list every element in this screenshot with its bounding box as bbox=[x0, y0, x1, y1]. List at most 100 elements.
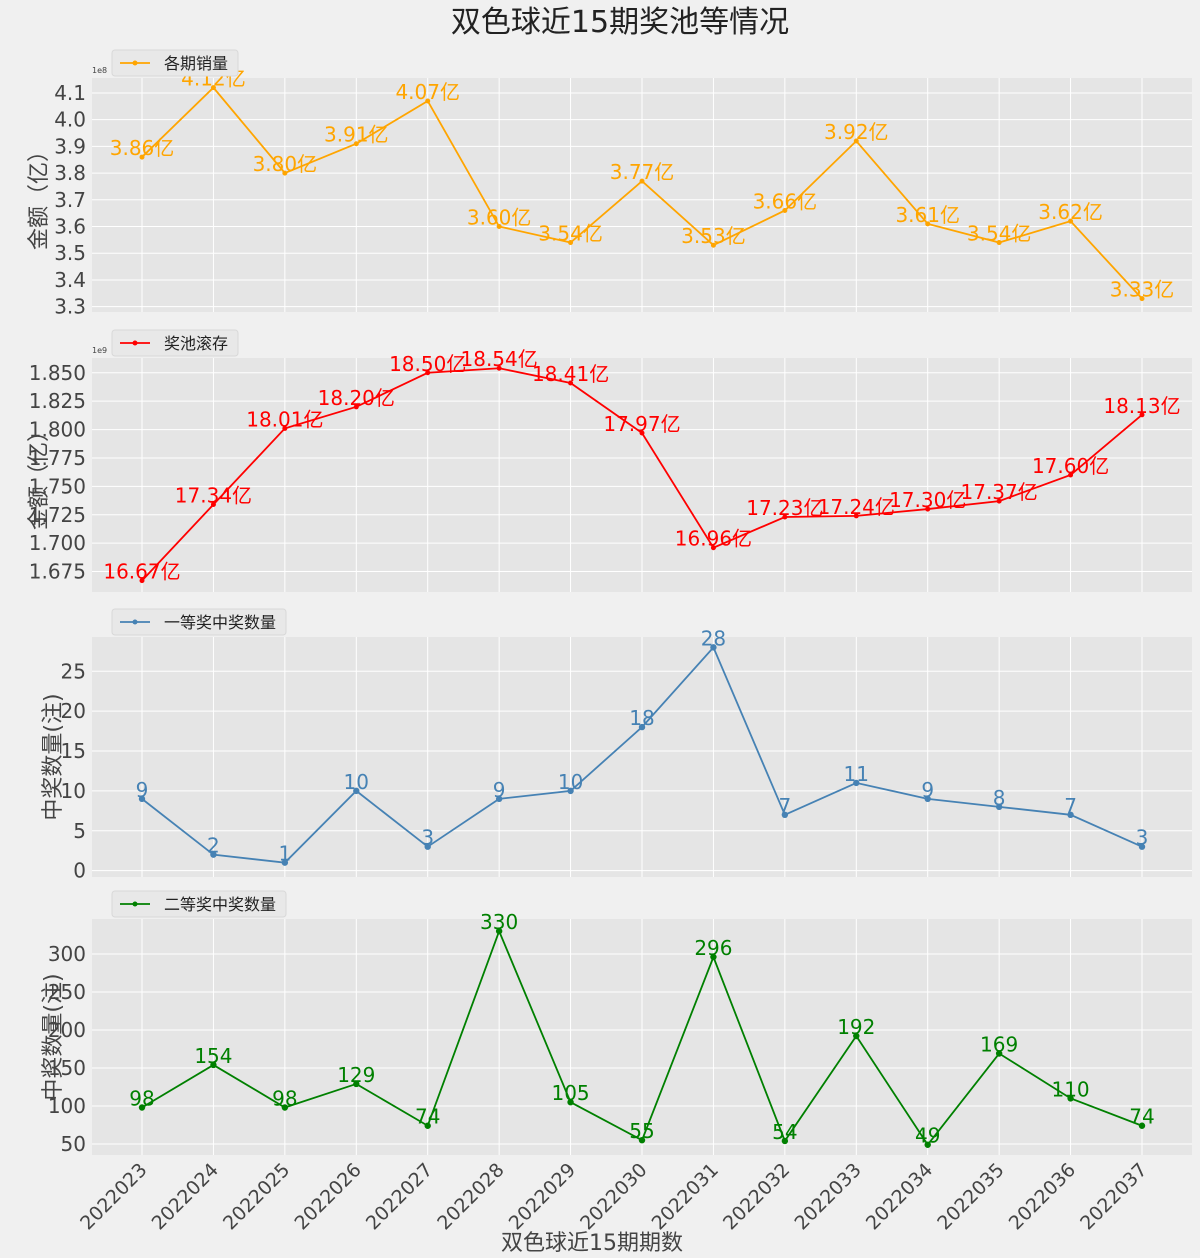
marker bbox=[353, 787, 360, 795]
x-tick-label: 2022024 bbox=[148, 1159, 223, 1234]
data-label: 3.80亿 bbox=[253, 152, 318, 176]
data-label: 18.41亿 bbox=[532, 362, 609, 386]
legend-box bbox=[111, 49, 239, 77]
legend-marker bbox=[132, 60, 138, 66]
x-tick-label: 2022031 bbox=[648, 1159, 723, 1234]
data-label: 74 bbox=[415, 1105, 440, 1129]
x-tick-label: 2022033 bbox=[790, 1159, 865, 1234]
marker bbox=[1138, 1122, 1146, 1129]
data-label: 9 bbox=[136, 778, 149, 802]
marker bbox=[710, 644, 717, 651]
x-tick-label: 2022026 bbox=[290, 1159, 365, 1234]
data-label: 296 bbox=[694, 936, 732, 960]
data-label: 105 bbox=[551, 1081, 589, 1105]
y-tick-label: 1.800 bbox=[29, 418, 86, 442]
data-label: 18.50亿 bbox=[389, 352, 466, 376]
data-label: 18.13亿 bbox=[1103, 394, 1180, 418]
y-tick-label: 100 bbox=[48, 1094, 86, 1118]
data-label: 9 bbox=[921, 778, 934, 802]
data-label: 1 bbox=[278, 842, 291, 866]
marker bbox=[853, 1032, 860, 1040]
data-label: 18.54亿 bbox=[461, 347, 538, 371]
y-tick-label: 1.675 bbox=[29, 560, 86, 584]
x-tick-label: 2022027 bbox=[362, 1159, 437, 1234]
marker bbox=[925, 506, 931, 512]
marker bbox=[210, 1061, 217, 1069]
marker bbox=[139, 578, 145, 584]
y-tick-label: 10 bbox=[61, 779, 86, 803]
y-tick-label: 1.825 bbox=[29, 389, 86, 413]
marker bbox=[1068, 472, 1074, 478]
marker bbox=[1068, 218, 1074, 224]
marker bbox=[782, 514, 788, 520]
legend-box bbox=[111, 329, 239, 357]
data-label: 17.34亿 bbox=[175, 484, 252, 508]
marker bbox=[995, 803, 1003, 811]
y-tick-label: 3.5 bbox=[54, 241, 86, 265]
data-label: 169 bbox=[980, 1033, 1018, 1057]
marker bbox=[353, 1080, 360, 1088]
x-tick-label: 2022035 bbox=[933, 1159, 1008, 1234]
y-tick-label: 3.3 bbox=[54, 295, 86, 319]
marker bbox=[496, 224, 502, 230]
y-tick-label: 25 bbox=[61, 659, 86, 683]
data-label: 9 bbox=[493, 778, 506, 802]
y-tick-label: 3.8 bbox=[54, 161, 86, 185]
marker bbox=[710, 545, 716, 551]
data-label: 192 bbox=[837, 1015, 875, 1039]
marker bbox=[282, 425, 288, 431]
x-tick-label: 2022032 bbox=[719, 1159, 794, 1234]
marker bbox=[1067, 1095, 1074, 1102]
marker bbox=[281, 859, 289, 866]
marker bbox=[281, 1104, 289, 1111]
y-axis-label: 中奖数量(注) bbox=[41, 693, 66, 820]
marker bbox=[210, 502, 216, 508]
marker bbox=[425, 370, 431, 376]
marker bbox=[210, 85, 216, 91]
y-tick-label: 3.4 bbox=[54, 268, 86, 292]
data-label: 10 bbox=[344, 770, 369, 794]
data-label: 3.53亿 bbox=[681, 224, 746, 248]
legend-marker bbox=[132, 901, 138, 907]
legend-label: 各期销量 bbox=[164, 54, 228, 73]
data-label: 16.67亿 bbox=[103, 560, 180, 584]
marker bbox=[567, 787, 574, 795]
y-tick-label: 3.7 bbox=[54, 188, 86, 212]
y-tick-label: 1.850 bbox=[29, 361, 86, 385]
marker bbox=[568, 240, 574, 246]
x-tick-label: 2022036 bbox=[1005, 1159, 1080, 1234]
x-tick-label: 2022037 bbox=[1076, 1159, 1151, 1234]
data-label: 18.01亿 bbox=[246, 407, 323, 431]
data-label: 3.62亿 bbox=[1038, 200, 1103, 224]
marker bbox=[567, 1098, 574, 1106]
marker bbox=[1138, 843, 1146, 850]
data-label: 54 bbox=[772, 1120, 797, 1144]
marker bbox=[424, 1122, 431, 1129]
data-label: 3 bbox=[1136, 826, 1149, 850]
data-label: 17.97亿 bbox=[603, 412, 680, 436]
legend-box bbox=[111, 608, 287, 636]
data-label: 7 bbox=[778, 794, 791, 818]
data-label: 110 bbox=[1051, 1077, 1089, 1101]
marker bbox=[1139, 296, 1145, 302]
y-tick-label: 20 bbox=[61, 699, 86, 723]
marker bbox=[495, 795, 503, 803]
x-tick-label: 2022030 bbox=[576, 1159, 651, 1234]
y-axis-label: 中奖数量(注) bbox=[41, 973, 66, 1100]
data-label: 17.23亿 bbox=[746, 496, 823, 520]
data-label: 3.33亿 bbox=[1110, 278, 1175, 302]
data-label: 28 bbox=[701, 626, 726, 650]
data-label: 3.54亿 bbox=[967, 222, 1032, 246]
y-tick-label: 1.750 bbox=[29, 474, 86, 498]
data-label: 154 bbox=[194, 1044, 232, 1068]
data-label: 129 bbox=[337, 1063, 375, 1087]
data-label: 3.86亿 bbox=[110, 136, 175, 160]
marker bbox=[282, 170, 288, 176]
marker bbox=[138, 795, 146, 803]
data-label: 3.54亿 bbox=[538, 222, 603, 246]
marker bbox=[496, 365, 502, 371]
y-offset-label: 1e8 bbox=[92, 66, 107, 75]
marker bbox=[782, 207, 788, 213]
y-tick-label: 150 bbox=[48, 1056, 86, 1080]
